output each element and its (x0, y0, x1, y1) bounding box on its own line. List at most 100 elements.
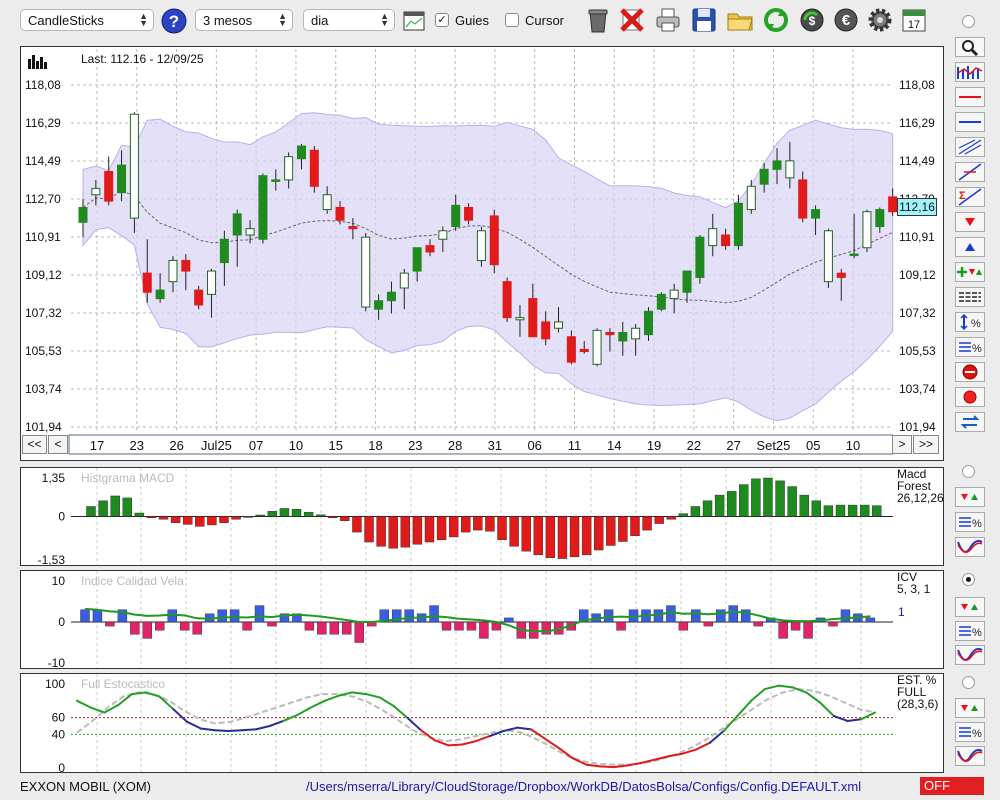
stochastic-percent-lines-button[interactable]: % (955, 722, 985, 742)
update-quote-icon[interactable]: $ (798, 6, 826, 34)
candle-body (78, 206, 88, 223)
help-icon[interactable]: ? (161, 8, 187, 34)
icv-bar (80, 609, 90, 623)
macd-panel[interactable]: 1,35 0 -1,53 Histgrama MACD Macd Forest 26,1… (20, 467, 944, 566)
nav-prev-button[interactable]: < (48, 435, 68, 454)
stochastic-move-button[interactable] (955, 698, 985, 718)
swap-button[interactable] (955, 412, 985, 432)
icv-percent-lines-button[interactable]: % (955, 621, 985, 641)
horizontal-red-line-button[interactable] (955, 87, 985, 107)
svg-text:%: % (972, 343, 982, 355)
icv-panel-radio[interactable] (962, 573, 975, 586)
candle-body (502, 281, 512, 319)
config-path-link[interactable]: /Users/mserra/Library/CloudStorage/Dropb… (306, 779, 862, 794)
nav-first-button[interactable]: << (22, 435, 47, 454)
save-icon[interactable] (690, 6, 718, 34)
icv-chart[interactable]: 10 0 -10 (21, 571, 943, 668)
cursor-checkbox[interactable] (505, 13, 519, 27)
macd-move-button[interactable] (955, 487, 985, 507)
icv-oscillator-button[interactable] (955, 645, 985, 665)
period-select[interactable]: 3 mesos ▲ ▼ (195, 9, 293, 31)
stochastic-oscillator-button[interactable] (955, 746, 985, 766)
y-tick-label-left: 101,94 (25, 420, 62, 434)
percent-lines-button[interactable]: % (955, 337, 985, 357)
x-tick-label: Set25 (756, 438, 790, 453)
candle (168, 256, 178, 293)
macd-bar (376, 516, 386, 547)
trendline-button[interactable] (955, 162, 985, 182)
macd-bar (219, 516, 229, 523)
status-off-badge[interactable]: OFF (920, 777, 984, 795)
price-panel-radio[interactable] (962, 15, 975, 28)
macd-percent-lines-button[interactable]: % (955, 512, 985, 532)
candle-body (579, 348, 589, 353)
scale-percent-button[interactable]: % (955, 312, 985, 332)
candle-body (91, 187, 101, 196)
candle (733, 194, 743, 250)
guides-checkbox[interactable]: ✓ (435, 13, 449, 27)
icv-bar (441, 621, 452, 631)
interval-select[interactable]: dia ▲ ▼ (303, 9, 395, 31)
move-down-button[interactable] (955, 212, 985, 232)
icv-panel[interactable]: 10 0 -10 Indice Calidad Vela ICV 5, 3, 1 1 (20, 570, 944, 669)
candle (451, 194, 461, 231)
refresh-icon[interactable] (762, 6, 790, 34)
candle (232, 209, 242, 267)
macd-bar (122, 497, 132, 517)
icv-move-button[interactable] (955, 597, 985, 617)
icv-bar (192, 621, 202, 635)
icv-bar (142, 621, 153, 639)
macd-panel-radio[interactable] (962, 465, 975, 478)
stochastic-fast-segment (364, 693, 381, 699)
record-button[interactable] (955, 387, 985, 407)
stochastic-fast-segment (516, 726, 533, 731)
y-tick-label-right: 118,08 (899, 78, 935, 92)
printer-icon[interactable] (654, 6, 682, 34)
stochastic-fast-segment (392, 704, 409, 719)
indicator-chart-button[interactable] (955, 62, 985, 82)
folder-icon[interactable] (726, 6, 754, 34)
stochastic-fast-segment (791, 686, 808, 694)
calendar-icon[interactable]: 17 (900, 6, 928, 34)
stochastic-slow-line (76, 688, 876, 766)
icv-bar (703, 621, 714, 627)
stochastic-fast-segment (186, 720, 202, 730)
stochastic-fast-segment (406, 716, 422, 732)
add-remove-button[interactable] (955, 262, 985, 282)
price-chart-panel[interactable]: 118,08 118,08 116,29 116,29 114,49 114,49 112,… (20, 46, 944, 461)
stochastic-chart[interactable]: 100 60 40 0 (21, 674, 943, 772)
channel-button[interactable] (955, 137, 985, 157)
zoom-button[interactable] (955, 37, 985, 57)
svg-text:?: ? (169, 12, 179, 31)
delete-icon[interactable] (618, 6, 646, 34)
y-tick-label: 40 (52, 727, 66, 741)
candle (296, 143, 306, 170)
cancel-button[interactable] (955, 362, 985, 382)
horizontal-blue-line-button[interactable] (955, 112, 985, 132)
chart-type-select[interactable]: CandleSticks ▲ ▼ (20, 9, 154, 31)
macd-bar (231, 516, 241, 520)
price-chart[interactable]: 118,08 118,08 116,29 116,29 114,49 114,49 112,… (21, 47, 943, 460)
euro-icon[interactable]: € (832, 6, 860, 34)
stochastic-panel-radio[interactable] (962, 676, 975, 689)
macd-chart[interactable]: 1,35 0 -1,53 (21, 468, 943, 565)
chart-window-icon[interactable] (403, 11, 425, 31)
y-tick-label-left: 118,08 (25, 78, 61, 92)
move-up-button[interactable] (955, 237, 985, 257)
stochastic-fast-segment (282, 714, 299, 722)
macd-oscillator-button[interactable] (955, 537, 985, 557)
candle-body (104, 170, 114, 202)
nav-next-button[interactable]: > (892, 435, 912, 454)
trash-icon[interactable] (584, 6, 612, 34)
gear-icon[interactable] (866, 6, 894, 34)
macd-bar (279, 508, 290, 517)
fibonacci-button[interactable]: Σ (955, 187, 985, 207)
stochastic-panel[interactable]: 100 60 40 0 Full Estocastico EST. % FULL (28,… (20, 673, 944, 773)
stochastic-fast-segment (763, 684, 780, 691)
x-tick-label: 28 (448, 438, 462, 453)
icv-bar (790, 621, 801, 631)
indicator-icon (957, 66, 983, 79)
volume-bars-icon[interactable] (27, 53, 47, 72)
layout-lines-button[interactable] (955, 287, 985, 307)
nav-last-button[interactable]: >> (913, 435, 939, 454)
